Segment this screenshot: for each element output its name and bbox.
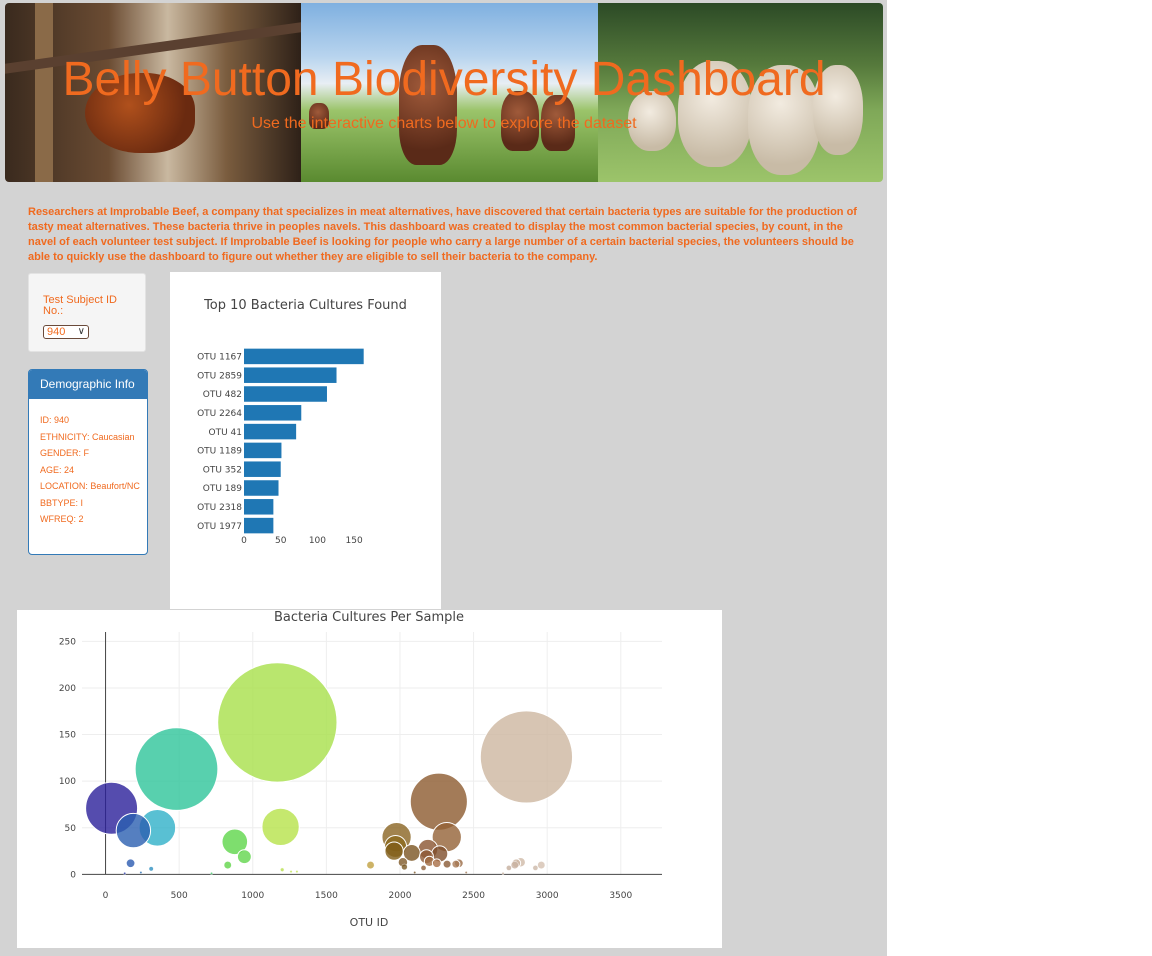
demographic-panel: Demographic Info ID: 940 ETHNICITY: Cauc… (28, 369, 148, 555)
demo-gender: GENDER: F (40, 448, 90, 458)
bubble-otu-1800[interactable] (366, 861, 375, 869)
bar-otu-352[interactable] (244, 461, 281, 477)
bar-category-label: OTU 352 (203, 465, 242, 475)
bubble-y-tick: 250 (59, 637, 76, 647)
bar-category-label: OTU 1189 (197, 447, 242, 457)
bubble-x-tick: 2500 (462, 891, 485, 901)
bubble-x-tick: 3500 (609, 891, 632, 901)
bar-otu-41[interactable] (244, 423, 297, 440)
bubble-y-tick: 200 (59, 684, 76, 694)
bubble-otu-2859[interactable] (479, 710, 574, 804)
banner-image-sheep (598, 3, 883, 182)
bubble-chart-xlabel: OTU ID (350, 916, 389, 929)
bubble-x-tick: 500 (171, 891, 188, 901)
bubble-y-tick: 0 (70, 870, 76, 880)
bubble-otu-2700[interactable] (501, 872, 505, 875)
bubble-x-tick: 3000 (536, 891, 559, 901)
bar-otu-482[interactable] (244, 386, 327, 402)
bar-otu-2859[interactable] (244, 367, 337, 383)
bubble-chart-panel: 0 50 100 150 200 250 0 500 1000 1500 2000 2500 3000 3… (17, 610, 722, 948)
bubble-otu-1200[interactable] (280, 867, 285, 872)
bar-category-label: OTU 482 (203, 390, 242, 400)
bar-otu-2264[interactable] (244, 405, 302, 421)
bubble-otu-1167[interactable] (217, 662, 338, 783)
bar-category-label: OTU 1977 (197, 522, 242, 532)
bar-x-tick: 0 (241, 536, 247, 546)
demographic-panel-heading: Demographic Info (29, 370, 147, 399)
bar-category-label: OTU 1167 (197, 353, 242, 363)
banner-image-chickens (5, 3, 301, 182)
bubble-otu-2320[interactable] (442, 859, 452, 869)
bar-category-label: OTU 2859 (197, 371, 242, 381)
banner-image-cows (301, 3, 598, 182)
bubble-otu-830[interactable] (223, 861, 232, 869)
bubble-otu-189[interactable] (115, 812, 152, 849)
bubble-otu-170[interactable] (125, 858, 136, 869)
bubble-otu-1189[interactable] (261, 807, 300, 847)
bubble-otu-310[interactable] (148, 866, 154, 872)
bubble-chart-title: Bacteria Cultures Per Sample (274, 610, 464, 625)
bar-chart[interactable]: Top 10 Bacteria Cultures Found OTU 1167 O… (170, 272, 441, 609)
subject-selector-well: Test Subject ID No.: 940 ∨ (28, 273, 146, 352)
page-background: Belly Button Biodiversity Dashboard Use … (0, 0, 887, 956)
bar-otu-1189[interactable] (244, 442, 282, 459)
bubble-otu-2960[interactable] (537, 861, 546, 869)
page-subtitle: Use the interactive charts below to expl… (251, 115, 637, 132)
bar-category-label: OTU 189 (203, 484, 242, 494)
demo-age: AGE: 24 (40, 464, 75, 475)
bubble-otu-2264[interactable] (409, 772, 468, 831)
bubble-otu-240[interactable] (139, 871, 143, 874)
bubble-y-tick: 150 (59, 731, 76, 741)
bar-category-label: OTU 2264 (197, 409, 242, 419)
bubble-otu-482[interactable] (134, 727, 219, 811)
bubble-otu-2160[interactable] (420, 865, 427, 871)
bubble-otu-1300[interactable] (295, 870, 299, 874)
bubble-y-tick: 100 (59, 777, 76, 787)
bubble-x-tick: 0 (103, 891, 109, 901)
bubble-otu-2380[interactable] (451, 859, 461, 869)
bubble-x-tick: 1500 (315, 891, 338, 901)
subject-select-label: Test Subject ID No.: (43, 294, 117, 317)
subject-id-select[interactable]: 940 ∨ (43, 325, 89, 339)
bar-category-label: OTU 41 (209, 428, 242, 438)
bubble-otu-943[interactable] (236, 849, 252, 865)
bar-otu-189[interactable] (244, 480, 279, 496)
bar-chart-panel: Top 10 Bacteria Cultures Found OTU 1167 O… (170, 272, 441, 609)
demo-location: LOCATION: Beaufort/NC (40, 481, 140, 491)
bubble-x-tick: 2000 (389, 891, 412, 901)
demo-wfreq: WFREQ: 2 (40, 514, 84, 524)
chevron-down-icon: ∨ (77, 326, 85, 337)
intro-paragraph: Researchers at Improbable Beef, a compan… (28, 206, 857, 263)
bubble-otu-2740[interactable] (506, 865, 512, 871)
bubble-otu-2030[interactable] (401, 863, 408, 871)
bubble-otu-1960[interactable] (384, 841, 404, 861)
subject-select-value: 940 (47, 326, 66, 338)
bar-x-tick: 150 (346, 536, 363, 546)
bubble-otu-130[interactable] (123, 872, 127, 875)
demographic-list: ID: 940 ETHNICITY: Caucasian GENDER: F A… (29, 399, 147, 524)
demo-ethnicity: ETHNICITY: Caucasian (40, 431, 135, 442)
bar-chart-title: Top 10 Bacteria Cultures Found (203, 298, 407, 313)
bar-x-tick: 100 (309, 536, 326, 546)
bubble-y-tick: 50 (65, 824, 77, 834)
bubble-otu-720[interactable] (210, 872, 213, 875)
bubble-x-tick: 1000 (241, 891, 264, 901)
bar-x-tick: 50 (275, 536, 287, 546)
header-banner: Belly Button Biodiversity Dashboard Use … (5, 3, 883, 182)
bar-otu-2318[interactable] (244, 499, 274, 515)
bar-category-label: OTU 2318 (197, 503, 242, 513)
page-title: Belly Button Biodiversity Dashboard (62, 53, 826, 106)
bubble-otu-2250[interactable] (431, 858, 442, 869)
bar-otu-1977[interactable] (244, 517, 274, 534)
bubble-otu-1260[interactable] (289, 870, 293, 874)
bubble-otu-878[interactable] (221, 828, 249, 856)
bubble-otu-2100[interactable] (413, 871, 417, 874)
bar-otu-1167[interactable] (244, 348, 364, 365)
demo-id: ID: 940 (40, 415, 70, 425)
demo-bbtype: BBTYPE: I (40, 497, 84, 508)
bubble-otu-2450[interactable] (464, 871, 468, 874)
bubble-otu-2920[interactable] (532, 865, 539, 871)
bubble-otu-2780[interactable] (510, 861, 519, 869)
